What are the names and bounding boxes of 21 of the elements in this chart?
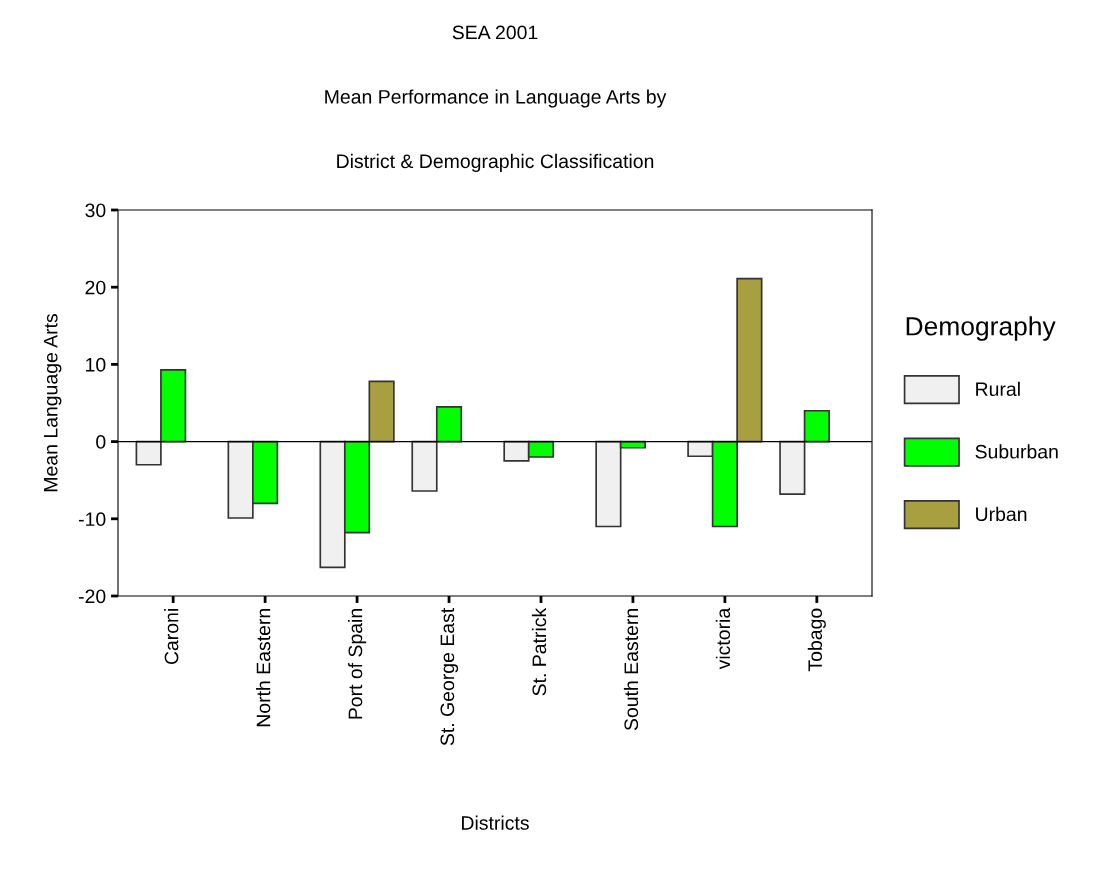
x-tick-label: North Eastern — [256, 609, 271, 727]
legend-label: Urban — [976, 506, 1027, 522]
x-tick-label: St. Patrick — [531, 607, 547, 696]
chart-title: SEA 2001 Mean Performance in Language Arts by District & Demographic Classification — [325, 25, 667, 172]
legend-label: Rural — [976, 381, 1020, 397]
x-tick-label: St. George East — [440, 607, 459, 746]
y-axis-title: Mean Language Arts — [44, 313, 62, 492]
x-tick-label: South Eastern — [623, 609, 639, 731]
x-axis-title: Districts — [462, 815, 529, 830]
x-tick-label: Tobago — [807, 608, 826, 672]
y-tick-label: -10 — [78, 512, 106, 527]
y-tick-label: 0 — [96, 435, 106, 449]
legend-label: Suburban — [975, 444, 1058, 459]
legend-title: Demography — [906, 316, 1056, 341]
y-tick-label: 30 — [85, 203, 106, 218]
y-tick-label: 20 — [85, 280, 106, 295]
x-tick-label: Port of Spain — [348, 609, 367, 719]
x-tick-label: Caroni — [164, 609, 179, 665]
y-tick-label: 10 — [86, 357, 106, 372]
x-tick-label: victoria — [715, 607, 731, 670]
y-tick-label: -20 — [78, 589, 106, 604]
